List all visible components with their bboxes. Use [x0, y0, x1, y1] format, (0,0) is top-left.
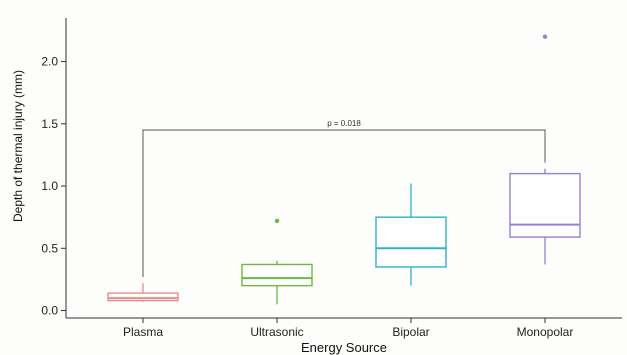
bracket-line — [142, 129, 546, 278]
y-tick-label: 0.5 — [41, 241, 58, 255]
box-iqr — [241, 263, 313, 287]
outlier-point — [542, 34, 548, 39]
box-iqr — [107, 292, 179, 302]
box-iqr — [375, 216, 447, 268]
x-tick-label: Bipolar — [392, 325, 429, 339]
y-tick-label: 1.0 — [41, 179, 58, 193]
box-ultrasonic — [241, 218, 313, 305]
y-axis-label: Depth of thermal injury (mm) — [11, 70, 25, 222]
y-tick-label: 1.5 — [41, 117, 58, 131]
box-iqr — [509, 172, 581, 238]
y-tick-label: 2.0 — [41, 55, 58, 69]
outlier-point — [274, 218, 280, 224]
p-value-label: p = 0.018 — [327, 119, 361, 128]
x-axis-label: Energy Source — [301, 340, 387, 355]
significance-bracket: p = 0.018 — [142, 119, 546, 278]
boxes-group — [107, 34, 581, 305]
y-axis-ticks: 0.0 0.5 1.0 1.5 2.0 — [41, 55, 66, 318]
box-bipolar — [375, 183, 447, 286]
box-plasma — [107, 283, 179, 302]
box-monopolar — [509, 34, 581, 265]
y-tick-label: 0.0 — [41, 304, 58, 318]
x-tick-label: Plasma — [123, 325, 163, 339]
x-tick-label: Ultrasonic — [250, 325, 303, 339]
x-tick-label: Monopolar — [517, 325, 574, 339]
x-axis-ticks: Plasma Ultrasonic Bipolar Monopolar — [123, 318, 573, 339]
